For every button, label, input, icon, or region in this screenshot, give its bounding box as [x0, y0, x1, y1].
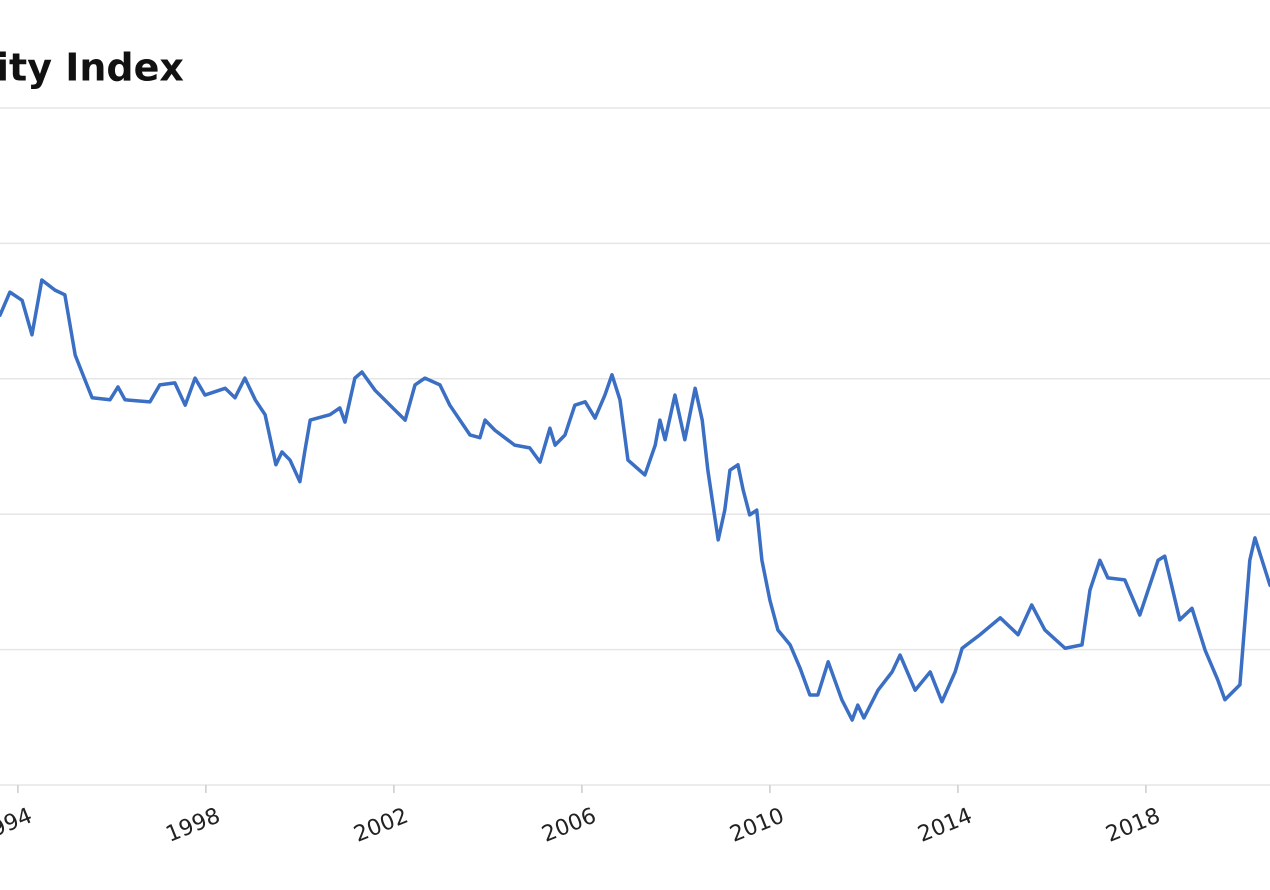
x-tick-label: 2014 [915, 803, 976, 847]
chart-title: ity Index [0, 46, 184, 90]
x-tick-label: 2018 [1103, 803, 1164, 847]
x-tick-label: 1998 [163, 803, 224, 847]
line-series [0, 278, 1270, 722]
x-tick-label: 2002 [351, 803, 412, 847]
x-tick-label: 1994 [0, 803, 36, 847]
x-tick-label: 2006 [539, 803, 600, 847]
x-tick-label: 2010 [727, 803, 788, 847]
